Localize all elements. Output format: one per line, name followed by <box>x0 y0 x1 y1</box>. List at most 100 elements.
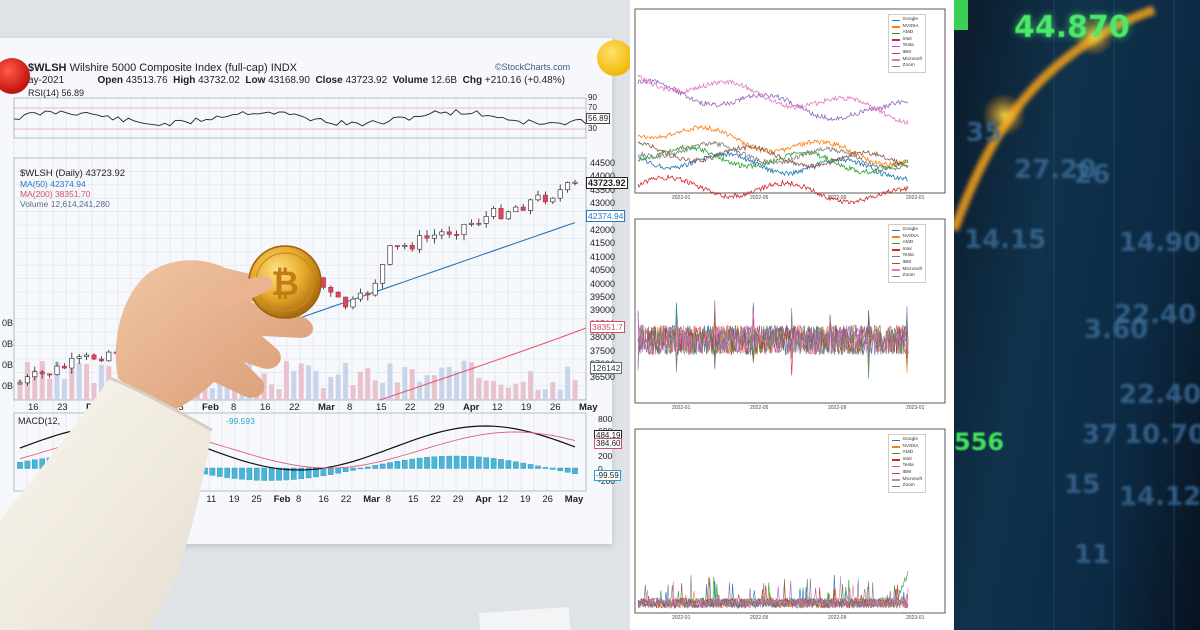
x-tick: 2022-09 <box>828 405 847 411</box>
macd-bar <box>291 467 297 480</box>
candle-body <box>454 234 460 236</box>
candle-body <box>47 373 53 376</box>
rsi-level-30: 30 <box>588 124 597 133</box>
macd-y-tick: 200 <box>598 451 613 462</box>
legend-item: IBM <box>891 470 922 477</box>
legend-item: Intel <box>891 37 922 44</box>
volume-bar <box>409 369 415 400</box>
legend-item: NVIDIA <box>891 444 922 451</box>
macd-bar <box>505 460 512 469</box>
stock-board-photo: 44.870 556 35 27.20 26 14.90 14.15 22.40 3.60 2… <box>954 0 1200 630</box>
board-number: 22.40 <box>1119 380 1200 410</box>
macd-bar <box>379 463 386 469</box>
macd-bar <box>365 466 371 469</box>
volume-bar <box>513 383 519 400</box>
macd-bar <box>439 456 445 469</box>
legend-item: Zoom <box>891 273 922 280</box>
x-tick: 2022-09 <box>828 615 847 621</box>
candle-body <box>394 245 400 248</box>
candle-body <box>572 181 578 184</box>
candle-body <box>17 382 23 385</box>
volume-bar <box>98 364 104 400</box>
big-green-number: 44.870 <box>1014 10 1130 45</box>
date-tick: 29 <box>452 494 464 505</box>
date-tick: 12 <box>492 402 503 413</box>
small-green-number: 556 <box>954 428 1005 456</box>
volume-bar <box>47 378 53 400</box>
legend-item: Microsoft <box>891 57 922 64</box>
legend-item: Tesla <box>891 463 922 470</box>
macd-bar <box>513 461 519 469</box>
board-number: 14.90 <box>1119 228 1200 258</box>
multi-stock-charts: Google NVIDIA AMD Intel Tesla IBM Microsoft Zoo… <box>630 0 954 630</box>
candle-body <box>557 189 563 199</box>
candle-body <box>446 231 452 235</box>
volume-bar <box>306 365 312 400</box>
legend-item: Microsoft <box>891 267 922 274</box>
candle-body <box>61 365 67 369</box>
open-value: 43513.76 <box>125 75 168 86</box>
candle-body <box>505 211 511 220</box>
volume-bar <box>528 371 534 400</box>
candle-body <box>468 222 474 225</box>
series-line-microsoft <box>637 74 909 125</box>
date-tick: 25 <box>251 494 262 505</box>
macd-bar <box>231 467 238 479</box>
macd-bar <box>253 467 260 481</box>
candle-body <box>84 354 90 357</box>
date-tick: 8 <box>231 402 237 413</box>
candle-body <box>431 234 437 239</box>
candle-body <box>380 264 386 284</box>
candle-body <box>528 199 534 211</box>
volume-bar <box>365 368 371 400</box>
low-label: Low <box>245 75 266 86</box>
legend-item: Google <box>891 17 922 24</box>
candle-body <box>91 354 97 360</box>
legend-item: Google <box>891 227 922 234</box>
date-tick: Apr <box>463 402 480 413</box>
date-tick: 8 <box>296 494 302 505</box>
volume-bar <box>17 380 23 400</box>
candle-body <box>402 245 408 247</box>
volume-bar <box>328 376 334 400</box>
legend-item: Intel <box>891 247 922 254</box>
candle-body <box>350 298 356 308</box>
date-tick: 22 <box>289 402 300 413</box>
volume-bar <box>32 370 38 400</box>
macd-bar <box>350 467 356 471</box>
macd-bar <box>498 459 504 469</box>
candle-body <box>335 291 341 298</box>
candle-body <box>535 194 541 201</box>
yellow-pushpin <box>597 40 630 76</box>
legend-item: Microsoft <box>891 477 922 484</box>
macd-bar <box>224 467 231 478</box>
macd-bar <box>453 455 460 469</box>
macd-bar <box>416 457 423 469</box>
date-tick: 16 <box>260 402 271 413</box>
macd-bar <box>572 467 578 474</box>
macd-bar <box>239 467 245 480</box>
volume-bar <box>380 382 386 400</box>
legend-item: Intel <box>891 457 922 464</box>
volume-bar <box>446 366 452 400</box>
price-y-tick: 39500 <box>590 292 616 302</box>
ma50-tag: 42374.94 <box>586 210 626 222</box>
date-tick: 19 <box>228 494 240 505</box>
price-y-tick: 40000 <box>590 278 616 289</box>
date-tick: 29 <box>434 402 445 413</box>
macd-bar <box>387 462 393 469</box>
macd-bar <box>372 465 379 469</box>
returns-chart: Google NVIDIA AMD Intel Tesla IBM Microsoft Zoo… <box>634 218 946 414</box>
macd-bar <box>402 459 408 469</box>
candle-body <box>343 296 349 308</box>
series-line-ibm <box>637 141 909 170</box>
candle-body <box>424 235 430 239</box>
macd-bar <box>535 465 541 469</box>
volume-bar <box>343 362 349 400</box>
candle-body <box>498 208 504 220</box>
volume-bar <box>269 384 275 400</box>
candle-body <box>513 206 519 213</box>
volume-left-tick: 0B <box>2 339 14 349</box>
volume-bar <box>276 389 282 400</box>
volume-bar <box>350 385 356 400</box>
